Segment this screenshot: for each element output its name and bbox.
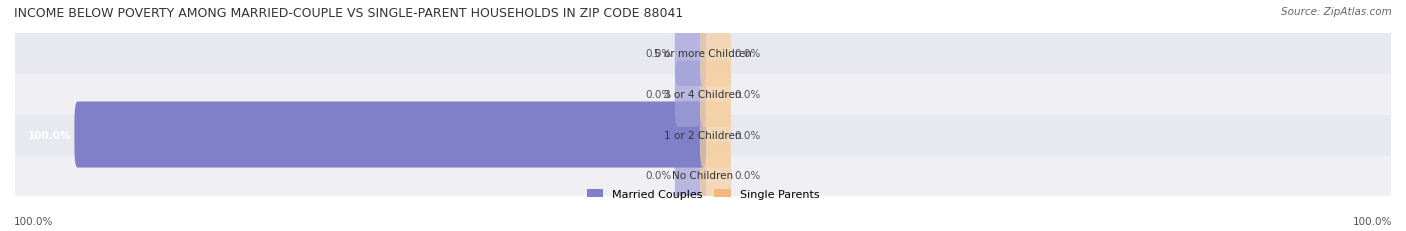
Text: 0.0%: 0.0%: [645, 170, 672, 180]
Text: 100.0%: 100.0%: [1353, 216, 1392, 226]
Text: 0.0%: 0.0%: [645, 89, 672, 99]
Text: 0.0%: 0.0%: [734, 49, 761, 59]
Text: 0.0%: 0.0%: [734, 89, 761, 99]
Text: 5 or more Children: 5 or more Children: [654, 49, 752, 59]
FancyBboxPatch shape: [700, 21, 731, 87]
FancyBboxPatch shape: [15, 114, 1391, 156]
FancyBboxPatch shape: [15, 154, 1391, 197]
FancyBboxPatch shape: [15, 33, 1391, 75]
FancyBboxPatch shape: [675, 21, 706, 87]
Legend: Married Couples, Single Parents: Married Couples, Single Parents: [582, 184, 824, 203]
Text: INCOME BELOW POVERTY AMONG MARRIED-COUPLE VS SINGLE-PARENT HOUSEHOLDS IN ZIP COD: INCOME BELOW POVERTY AMONG MARRIED-COUPL…: [14, 7, 683, 20]
FancyBboxPatch shape: [75, 102, 706, 168]
Text: Source: ZipAtlas.com: Source: ZipAtlas.com: [1281, 7, 1392, 17]
FancyBboxPatch shape: [15, 73, 1391, 116]
FancyBboxPatch shape: [700, 61, 731, 127]
FancyBboxPatch shape: [700, 143, 731, 208]
Text: 1 or 2 Children: 1 or 2 Children: [664, 130, 742, 140]
Text: 100.0%: 100.0%: [14, 216, 53, 226]
Text: 0.0%: 0.0%: [645, 49, 672, 59]
Text: 0.0%: 0.0%: [734, 130, 761, 140]
FancyBboxPatch shape: [675, 143, 706, 208]
Text: 0.0%: 0.0%: [734, 170, 761, 180]
FancyBboxPatch shape: [700, 102, 731, 168]
Text: No Children: No Children: [672, 170, 734, 180]
Text: 100.0%: 100.0%: [28, 130, 72, 140]
FancyBboxPatch shape: [675, 61, 706, 127]
Text: 3 or 4 Children: 3 or 4 Children: [664, 89, 742, 99]
